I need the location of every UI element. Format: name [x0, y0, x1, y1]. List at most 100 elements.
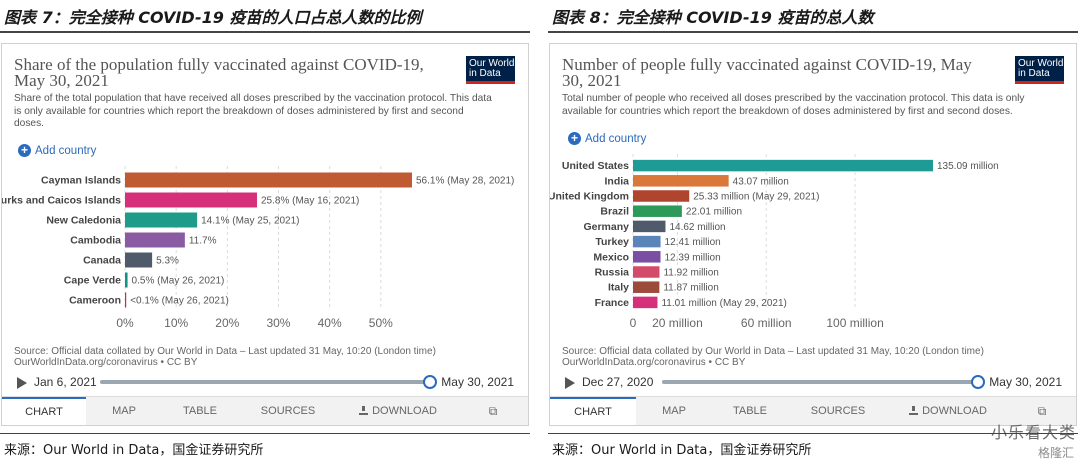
tab-map[interactable]: MAP — [112, 405, 136, 417]
tab-bar: CHART MAP TABLE SOURCES DOWNLOAD ⧉ — [550, 396, 1076, 425]
bar[interactable] — [125, 272, 128, 288]
tab-download-label: DOWNLOAD — [922, 405, 987, 417]
owid-logo[interactable]: Our World in Data — [466, 56, 515, 84]
add-country-button[interactable]: + Add country — [568, 132, 646, 145]
category-label: Germany — [583, 221, 629, 233]
owid-logo[interactable]: Our World in Data — [1015, 56, 1064, 84]
category-label: Turkey — [595, 236, 629, 248]
share-button[interactable]: ⧉ — [1008, 397, 1076, 425]
tab-download[interactable]: DOWNLOAD — [888, 397, 1008, 425]
top-rule — [0, 31, 530, 33]
source-text: Source: Official data collated by Our Wo… — [14, 346, 436, 368]
owid-frame: Number of people fully vaccinated agains… — [549, 43, 1077, 426]
category-label: France — [595, 297, 630, 309]
data-label: 43.07 million — [733, 176, 789, 187]
category-label: New Caledonia — [46, 215, 121, 227]
panel-number-vaccinated: 图表 8：完全接种 COVID-19 疫苗的总人数 Number of peop… — [548, 0, 1078, 465]
data-label: 25.8% (May 16, 2021) — [261, 196, 359, 207]
category-label: Turks and Caicos Islands — [2, 195, 121, 207]
x-tick-label: 40% — [318, 316, 342, 330]
play-icon[interactable] — [17, 377, 27, 389]
data-label: 5.3% — [156, 256, 179, 267]
plus-icon: + — [18, 144, 31, 157]
bar[interactable] — [633, 281, 660, 293]
bar[interactable] — [125, 172, 412, 188]
source-note: 来源：Our World in Data，国金证券研究所 — [4, 443, 264, 458]
data-label: <0.1% (May 26, 2021) — [130, 296, 229, 307]
share-button[interactable]: ⧉ — [458, 397, 528, 425]
bar[interactable] — [125, 192, 257, 208]
figure-title: 图表 8：完全接种 COVID-19 疫苗的总人数 — [552, 8, 874, 27]
timeline: Jan 6, 2021 May 30, 2021 — [14, 374, 514, 390]
timeline-track[interactable] — [662, 380, 978, 384]
source-note: 来源：Our World in Data，国金证券研究所 — [552, 443, 812, 458]
tab-chart[interactable]: CHART — [2, 397, 86, 425]
category-label: India — [604, 175, 629, 187]
category-label: United States — [562, 160, 629, 172]
bar[interactable] — [125, 252, 153, 268]
category-label: Cambodia — [70, 235, 121, 247]
bar[interactable] — [125, 232, 185, 248]
footer-rule — [548, 433, 1078, 434]
category-label: Canada — [83, 255, 121, 267]
bar[interactable] — [125, 292, 127, 308]
chart-subtitle: Total number of people who received all … — [562, 93, 1025, 117]
add-country-label: Add country — [585, 132, 647, 145]
watermark-logo: 格隆汇 — [1037, 446, 1074, 460]
category-label: Mexico — [593, 251, 629, 263]
tab-table[interactable]: TABLE — [182, 405, 218, 417]
timeline-start: Dec 27, 2020 — [582, 375, 654, 389]
timeline-start: Jan 6, 2021 — [34, 375, 97, 389]
download-icon — [359, 406, 369, 415]
bar[interactable] — [633, 251, 661, 263]
bar[interactable] — [633, 159, 933, 172]
chart-title: Share of the population fully vaccinated… — [14, 55, 424, 90]
bar-chart-number: 0 20 million 60 million 100 million United S… — [550, 154, 999, 330]
category-label: Cameroon — [69, 295, 121, 307]
timeline-handle[interactable] — [971, 375, 985, 389]
data-label: 11.7% — [189, 236, 217, 247]
add-country-label: Add country — [35, 144, 97, 157]
bar[interactable] — [633, 175, 729, 187]
top-rule — [548, 31, 1078, 33]
category-label: Brazil — [600, 206, 629, 218]
tab-table[interactable]: TABLE — [732, 405, 768, 417]
tab-sources[interactable]: SOURCES — [810, 405, 866, 417]
bar[interactable] — [125, 212, 198, 228]
timeline-track[interactable] — [100, 380, 430, 384]
x-tick-label: 60 million — [741, 316, 792, 330]
timeline: Dec 27, 2020 May 30, 2021 — [562, 374, 1062, 390]
tab-bar: CHART MAP TABLE SOURCES DOWNLOAD ⧉ — [2, 396, 528, 425]
tab-map[interactable]: MAP — [662, 405, 686, 417]
timeline-handle[interactable] — [423, 375, 437, 389]
bar[interactable] — [633, 220, 666, 233]
tab-download[interactable]: DOWNLOAD — [338, 397, 458, 425]
chart-title: Number of people fully vaccinated agains… — [562, 55, 972, 90]
figure-title: 图表 7：完全接种 COVID-19 疫苗的人口占总人数的比例 — [4, 8, 422, 27]
panel-share-vaccinated: 图表 7：完全接种 COVID-19 疫苗的人口占总人数的比例 Share of… — [0, 0, 530, 465]
bar[interactable] — [633, 296, 658, 309]
timeline-end: May 30, 2021 — [989, 375, 1062, 389]
tab-sources[interactable]: SOURCES — [260, 405, 316, 417]
x-tick-label: 0 — [630, 316, 637, 330]
bar[interactable] — [633, 235, 661, 248]
share-icon: ⧉ — [1037, 404, 1047, 418]
tab-chart[interactable]: CHART — [550, 397, 636, 425]
footer-rule — [0, 433, 530, 434]
add-country-button[interactable]: + Add country — [18, 144, 96, 157]
bar[interactable] — [633, 266, 660, 278]
x-tick-label: 0% — [116, 316, 134, 330]
data-label: 14.1% (May 25, 2021) — [201, 216, 299, 227]
data-label: 135.09 million — [937, 161, 999, 172]
data-label: 12.39 million — [665, 252, 721, 263]
x-tick-label: 30% — [266, 316, 290, 330]
bar[interactable] — [633, 190, 690, 202]
category-label: United Kingdom — [550, 191, 629, 203]
x-tick-label: 10% — [164, 316, 188, 330]
watermark: 小乐看大类 — [990, 423, 1076, 442]
chart-subtitle: Share of the total population that have … — [14, 93, 492, 129]
data-label: 56.1% (May 28, 2021) — [416, 176, 514, 187]
bar[interactable] — [633, 205, 682, 217]
category-label: Russia — [595, 267, 630, 279]
play-icon[interactable] — [565, 377, 575, 389]
